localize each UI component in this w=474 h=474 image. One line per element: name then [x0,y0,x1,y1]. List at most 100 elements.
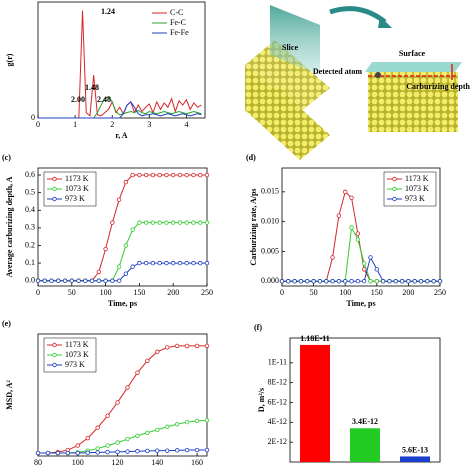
point [355,279,361,284]
point [368,279,373,284]
point [145,448,150,454]
plot-frame [37,1,206,119]
point [174,421,180,427]
point [330,279,335,284]
point [125,449,130,454]
legend-label: 973 K [405,194,425,203]
legend-marker [392,196,397,202]
point [85,435,90,441]
point [194,418,200,424]
legend-marker [52,176,57,182]
point [437,279,443,284]
annotation: 2.00 [71,95,85,104]
point [85,450,90,455]
legend-marker [392,176,397,182]
panel-label: (e) [2,319,11,328]
point [311,279,316,284]
point [130,172,135,178]
point [170,260,176,266]
point [349,225,354,230]
point [155,427,160,433]
legend-marker [52,352,57,358]
point [336,279,342,284]
x-axis-label: r, A [115,131,127,140]
point [198,260,203,266]
point [56,278,61,283]
x-tick-label: 200 [167,288,179,297]
point [115,440,120,445]
annotation: 1.48 [85,83,99,92]
illustration: Slice Surface Detected atom Carburizing … [245,5,471,160]
point [123,179,129,185]
y-tick-label: 0.000 [261,276,279,285]
point [42,278,47,283]
point [125,436,130,442]
series-line [38,101,202,119]
x-tick-label: 150 [371,288,383,297]
series-line [38,419,208,454]
x-tick-label: 1 [73,120,77,129]
point [135,433,140,438]
legend-label: 1073 K [65,350,89,359]
point [177,260,183,266]
panel-label: (d) [246,153,256,162]
point [62,278,68,283]
point [116,264,122,269]
x-tick-label: 50 [68,288,76,297]
point [49,278,54,283]
legend-label: 973 K [65,194,85,203]
x-tick-label: 0 [36,120,40,129]
point [164,220,169,225]
point [150,260,156,266]
point [137,172,142,178]
y-tick-label: 0.1 [25,258,35,267]
point [317,279,323,284]
plot-frame [281,167,441,287]
y-tick-label: 0.4 [25,205,35,214]
point [418,279,424,284]
plot-frame [37,333,208,457]
point [194,447,200,453]
legend-label: 1073 K [65,184,89,193]
y-tick-label: 2E-12 [267,437,287,446]
point [155,349,160,355]
point [170,172,176,178]
bar [300,344,330,462]
point [145,358,150,363]
legend-marker [52,342,57,348]
point [69,278,74,283]
point [198,220,203,225]
illustration-label: Slice [282,43,298,52]
series-line [38,222,207,282]
atom-block-top [245,40,330,112]
legend-label: Fe-C [170,18,186,27]
point [110,220,115,225]
bar [350,428,380,462]
x-tick-label: 3 [147,120,151,129]
point [110,278,115,283]
y-tick-label: 4E-12 [267,417,287,426]
point [150,220,156,225]
y-tick-label: 0.0 [25,276,35,285]
point [143,172,149,178]
point [412,279,417,284]
arrow-head [378,16,392,28]
point [177,172,183,178]
point [125,385,130,390]
detected-atom [375,72,381,78]
point [35,278,41,283]
point [324,279,329,284]
y-tick-label: 6E-12 [267,397,287,406]
series-line [38,262,207,282]
point [83,278,88,283]
point [103,246,108,252]
x-axis-label: Time, ps [346,299,375,308]
point [157,220,162,225]
y-tick-label: 0.2 [25,240,35,249]
x-tick-label: 120 [112,458,124,467]
x-tick-label: 80 [34,458,42,467]
series-line [282,256,440,282]
point [431,279,436,284]
point [184,220,189,225]
point [286,279,291,284]
